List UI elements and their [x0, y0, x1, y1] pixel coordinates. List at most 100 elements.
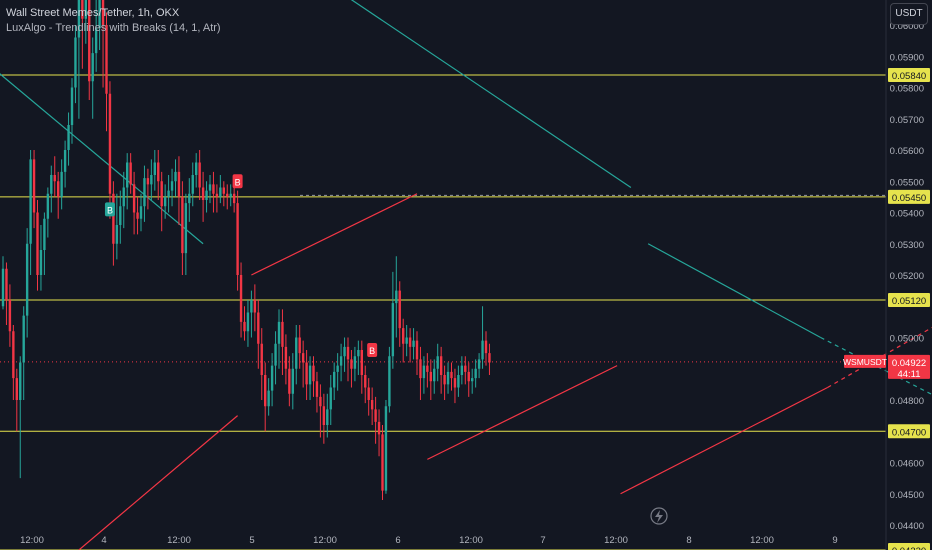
- candle-body: [15, 378, 18, 400]
- chart-header: Wall Street Memes/Tether, 1h, OKX LuxAlg…: [6, 6, 221, 36]
- candle-body: [412, 340, 415, 347]
- candle-body: [115, 225, 119, 244]
- price-tick-label: 0.05300: [890, 240, 924, 251]
- candle-body: [22, 315, 25, 363]
- candle-body: [177, 171, 181, 197]
- price-tick-label: 0.05400: [890, 209, 924, 220]
- lightning-icon[interactable]: [650, 507, 668, 525]
- indicator-label[interactable]: LuxAlgo - Trendlines with Breaks (14, 1,…: [6, 22, 221, 34]
- candle-body: [122, 187, 125, 207]
- time-tick-label: 12:00: [750, 535, 774, 546]
- level-price-tag: [888, 543, 930, 550]
- time-tick-label: 4: [101, 535, 106, 546]
- candle-body: [312, 365, 315, 382]
- candle-body: [357, 350, 360, 357]
- break-badge: [367, 343, 378, 357]
- candle-body: [274, 343, 277, 366]
- candle-body: [377, 421, 381, 435]
- chart-title: Wall Street Memes/Tether, 1h, OKX: [6, 7, 180, 19]
- price-tick-label: 0.05800: [890, 84, 924, 95]
- candle-body: [239, 275, 243, 322]
- candle-body: [219, 187, 222, 197]
- level-price-tag: [888, 189, 930, 204]
- candle-body: [284, 346, 288, 369]
- candle-body: [174, 171, 177, 182]
- candle-body: [67, 125, 70, 150]
- level-price-tag-label: 0.05120: [892, 296, 926, 307]
- candle-body: [205, 190, 208, 200]
- candle-body: [367, 387, 370, 400]
- candle-body: [260, 343, 263, 375]
- candle-body: [319, 396, 322, 407]
- candle-body: [395, 290, 398, 304]
- candle-body: [84, 0, 87, 19]
- trendline: [620, 386, 828, 495]
- candle-body: [50, 175, 53, 194]
- candle-body: [298, 337, 301, 354]
- candle-body: [364, 375, 367, 388]
- candle-body: [457, 375, 460, 388]
- candle-body: [288, 368, 291, 394]
- candle-body: [246, 312, 250, 332]
- break-badge-label: B: [235, 177, 241, 187]
- time-tick-label: 12:00: [604, 535, 628, 546]
- price-tags: 0.05840 0.05450 0.05120 0.04700 0.04320 WSMUS…: [843, 68, 930, 550]
- candle-body: [226, 193, 229, 197]
- candle-body: [163, 196, 167, 207]
- candle-body: [336, 365, 339, 372]
- candle-body: [264, 375, 267, 407]
- candle-body: [212, 184, 215, 194]
- candle-body: [384, 406, 388, 491]
- time-tick-label: 12:00: [167, 535, 191, 546]
- candle-body: [184, 203, 188, 254]
- candle-body: [170, 181, 174, 191]
- candle-body: [333, 371, 336, 388]
- candle-body: [326, 409, 329, 425]
- candle-body: [88, 0, 91, 82]
- price-tick-label: 0.05700: [890, 115, 924, 126]
- candle-body: [77, 0, 81, 38]
- last-price-tag: [888, 354, 930, 379]
- time-tick-label: 8: [686, 535, 691, 546]
- symbol-tag: [844, 354, 886, 368]
- price-tick-label: 0.06000: [890, 21, 924, 32]
- candle-body: [81, 0, 84, 19]
- candle-body: [236, 203, 239, 275]
- trendline: [251, 193, 418, 276]
- candle-body: [281, 321, 284, 347]
- candle-body: [443, 375, 446, 385]
- candle-body: [229, 193, 232, 197]
- candle-body: [429, 371, 432, 382]
- currency-button[interactable]: USDT: [890, 3, 928, 25]
- price-tick-label: 0.04600: [890, 459, 924, 470]
- candle-body: [139, 206, 143, 219]
- candle-body: [94, 28, 98, 54]
- candle-body: [315, 381, 319, 397]
- break-badge: [104, 202, 115, 217]
- candle-body: [419, 359, 422, 379]
- level-price-tag-label: 0.04700: [892, 427, 926, 438]
- trendline: [647, 243, 821, 339]
- candle-body: [215, 193, 219, 197]
- candle-body: [436, 356, 439, 369]
- candle-body: [346, 346, 350, 360]
- candle-body: [153, 162, 156, 175]
- candle-body: [474, 368, 477, 379]
- candle-body: [350, 359, 353, 369]
- candle-body: [222, 187, 225, 194]
- candle-body: [398, 290, 401, 329]
- candle-body: [488, 353, 491, 363]
- candle-body: [160, 181, 163, 207]
- price-tick-label: 0.05500: [890, 177, 924, 188]
- candle-body: [39, 250, 43, 275]
- candle-body: [339, 356, 343, 366]
- candle-body: [415, 340, 419, 360]
- candle-body: [291, 368, 294, 394]
- candle-body: [53, 175, 56, 182]
- last-price-label: 0.04922: [892, 358, 926, 369]
- candle-body: [150, 175, 153, 185]
- candle-body: [460, 365, 464, 375]
